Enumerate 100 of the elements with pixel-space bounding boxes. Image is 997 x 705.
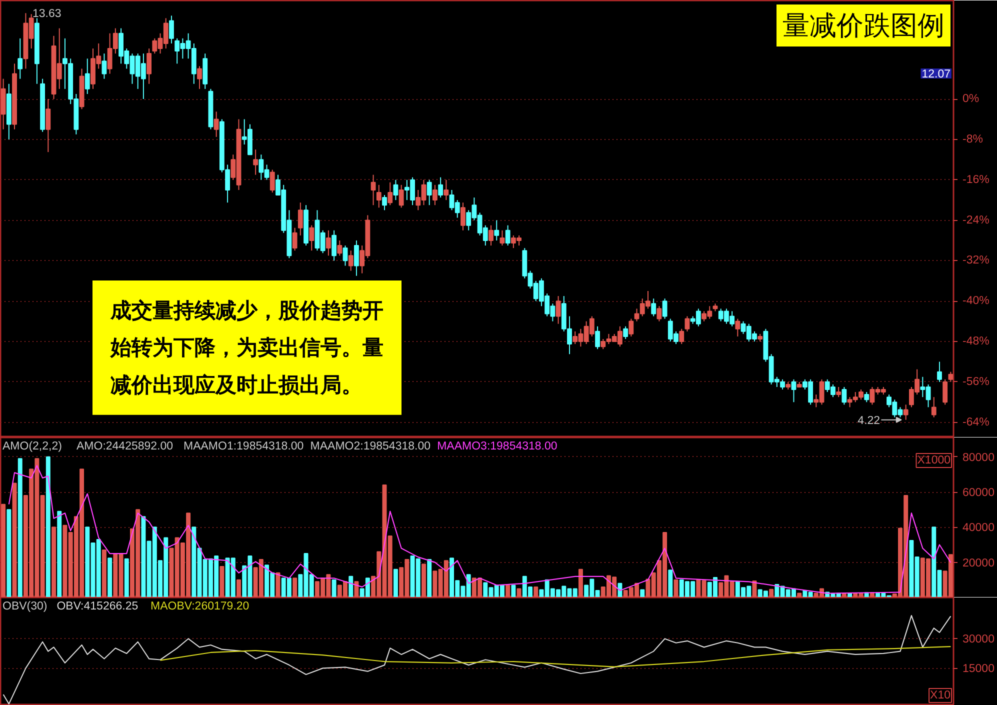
text: MAOBV:260179.20 [150, 600, 250, 612]
candlestick [651, 298, 656, 317]
bar [124, 558, 129, 597]
bar [393, 568, 398, 597]
line-series [160, 646, 952, 668]
bar [236, 579, 241, 597]
candlestick [102, 53, 107, 80]
candlestick [595, 326, 600, 350]
candlestick [393, 179, 398, 201]
y-tick-label: -32% [962, 254, 990, 267]
candlestick [309, 224, 314, 252]
candlestick [948, 371, 954, 382]
candlestick [628, 318, 634, 337]
bar [292, 578, 298, 597]
bar [12, 482, 17, 597]
candlestick [556, 296, 561, 324]
candlestick [684, 316, 690, 332]
candlestick [197, 66, 202, 90]
candlestick [292, 227, 298, 252]
bar [674, 579, 678, 597]
annotation: AMO:24425892.00 [76, 440, 174, 452]
candlestick [488, 224, 494, 246]
candlestick [370, 174, 376, 206]
candlestick [931, 396, 936, 418]
candlestick [864, 392, 870, 403]
candlestick [253, 149, 258, 176]
candlestick [382, 194, 387, 211]
bar [511, 584, 516, 597]
y-tick-label: 0% [962, 93, 980, 106]
bar [769, 588, 774, 597]
bar [422, 564, 426, 597]
bar [6, 509, 12, 597]
candlestick [623, 326, 628, 340]
candlestick [903, 404, 908, 420]
bar [640, 589, 645, 597]
annotation: 12.07 [922, 68, 951, 80]
candlestick [214, 111, 219, 138]
y-tick-label: -48% [962, 336, 990, 348]
candlestick [146, 48, 152, 84]
bar [354, 581, 359, 597]
candlestick [270, 169, 275, 193]
y-tick-label: -56% [962, 376, 990, 388]
candlestick [500, 230, 505, 246]
y-tick-label: 30000 [962, 634, 994, 646]
bar [18, 458, 22, 597]
y-tick-label: 20000 [962, 557, 994, 570]
bar [1, 504, 6, 597]
candlestick [46, 98, 51, 153]
bar [220, 566, 224, 597]
y-tick-label: -24% [962, 214, 990, 226]
bar [108, 558, 112, 597]
candlestick [354, 240, 359, 276]
candlestick [337, 240, 342, 256]
chart-title: AMO(2,2,2) [2, 440, 62, 452]
y-tick-label: -8% [962, 133, 983, 146]
candlestick [169, 15, 174, 44]
candlestick [791, 378, 796, 403]
y-tick-label: -64% [962, 416, 990, 428]
candlestick [735, 318, 740, 337]
candlestick [376, 184, 382, 208]
bar [506, 584, 510, 597]
chart-title: 量减价跌图例 [782, 10, 944, 40]
candlestick [505, 224, 510, 246]
y-tick-label: 80000 [962, 452, 994, 464]
candlestick [398, 184, 404, 208]
candlestick [348, 250, 354, 272]
bar [52, 526, 56, 597]
annotation: MAAMO1:19854318.00 [184, 440, 304, 452]
candlestick [438, 176, 444, 198]
bar [578, 568, 583, 597]
bar [427, 559, 432, 597]
candlestick [432, 184, 438, 206]
bar [797, 592, 802, 597]
candlestick [426, 179, 432, 206]
candlestick [84, 58, 90, 94]
y-tick-label: 15000 [962, 663, 994, 676]
candlestick [679, 328, 684, 345]
y-tick-label: -16% [962, 174, 990, 186]
annotation: 13.63 [32, 8, 62, 20]
chart-title: OBV(30) [2, 600, 48, 612]
annotation: 4.22 [858, 414, 880, 427]
y-axis-title: X1000 [917, 454, 951, 466]
y-tick-label: 40000 [962, 522, 994, 534]
bar [102, 550, 106, 597]
y-tick-label: 60000 [962, 487, 994, 500]
candlestick [836, 386, 842, 398]
bar [516, 588, 522, 597]
candlestick [342, 245, 348, 266]
text: OBV:415266.25 [56, 600, 138, 612]
annotation: 成交量持续减少，股价趋势开始转为下降，为卖出信号。量减价出现应及时止损出局。 [110, 298, 384, 397]
candlestick [494, 220, 500, 241]
candlestick [18, 38, 23, 80]
y-axis-title: X10 [930, 690, 951, 702]
bar [348, 576, 354, 597]
candlestick [842, 386, 847, 406]
candlestick [937, 361, 942, 382]
candlestick [332, 230, 337, 262]
candlestick [460, 202, 466, 231]
bar [534, 586, 538, 597]
line-series [2, 615, 952, 704]
